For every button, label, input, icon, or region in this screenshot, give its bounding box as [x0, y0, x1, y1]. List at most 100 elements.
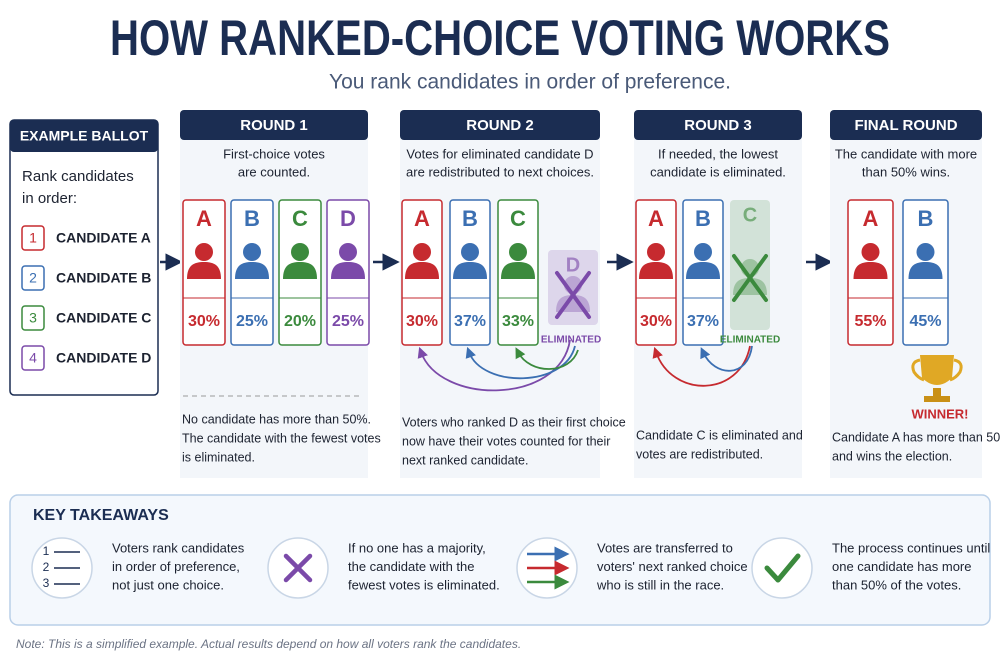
- round-title: ROUND 1: [240, 117, 308, 134]
- takeaways-box: [9, 494, 991, 626]
- takeaway-text: The process continues until: [832, 540, 990, 555]
- round-header: [830, 110, 982, 140]
- person-head: [461, 243, 479, 261]
- transfer-arrow: [465, 345, 576, 380]
- rank-number: 4: [29, 350, 37, 366]
- vote-share: 25%: [332, 313, 364, 330]
- takeaways-title: KEY TAKEAWAYS: [33, 507, 169, 524]
- ballot-instruction: in order:: [22, 190, 77, 207]
- person-head: [694, 243, 712, 261]
- round-description: now have their votes counted for their: [402, 434, 610, 448]
- person-body: [453, 262, 487, 279]
- icon-number: 2: [43, 560, 50, 574]
- takeaway-text: not just one choice.: [112, 577, 224, 592]
- round-caption: candidate is eliminated.: [650, 164, 786, 179]
- round-caption: First-choice votes: [223, 146, 325, 161]
- vote-share: 37%: [454, 313, 486, 330]
- round-description: Candidate A has more than 50%: [832, 430, 1000, 444]
- person-body: [331, 262, 365, 279]
- candidate-letter: A: [196, 206, 212, 231]
- takeaway-text: voters' next ranked choice: [597, 559, 748, 574]
- takeaway-text: than 50% of the votes.: [832, 577, 961, 592]
- person-head: [916, 243, 935, 261]
- page-title: HOW RANKED-CHOICE VOTING WORKS: [110, 10, 890, 66]
- candidate-letter: B: [244, 206, 260, 231]
- ballot-header: [10, 120, 158, 152]
- eliminated-card: [548, 250, 598, 325]
- takeaway-text: If no one has a majority,: [348, 540, 486, 555]
- ballot-title: EXAMPLE BALLOT: [20, 128, 149, 144]
- icon-x: [283, 553, 313, 583]
- rank-box: [21, 265, 45, 291]
- vote-share: 30%: [188, 313, 220, 330]
- takeaway-text: Voters rank candidates: [112, 540, 245, 555]
- round-caption: are counted.: [238, 164, 310, 179]
- takeaway-text: the candidate with the: [348, 559, 474, 574]
- takeaway-icon: [751, 537, 813, 599]
- winner-label: WINNER!: [911, 406, 968, 421]
- eliminated-x: [732, 254, 768, 302]
- vote-share: 45%: [909, 313, 941, 330]
- round-caption: than 50% wins.: [862, 164, 950, 179]
- eliminated-card: [730, 200, 770, 330]
- eliminated-x: [555, 271, 591, 319]
- round-title: ROUND 3: [684, 117, 752, 134]
- takeaway-text: fewest votes is eliminated.: [348, 577, 500, 592]
- round-title: ROUND 2: [466, 117, 534, 134]
- transfer-arrow: [417, 339, 571, 392]
- ballot-instruction: Rank candidates: [22, 168, 134, 185]
- person-head: [413, 243, 431, 261]
- vote-share: 20%: [284, 313, 316, 330]
- vote-share: 37%: [687, 313, 719, 330]
- person-head: [291, 243, 309, 261]
- candidate-letter: A: [414, 206, 430, 231]
- candidate-letter: A: [863, 206, 879, 231]
- round-description: votes are redistributed.: [636, 447, 763, 461]
- round-description: is eliminated.: [182, 450, 255, 464]
- eliminated-letter: D: [566, 254, 580, 276]
- vote-share: 33%: [502, 313, 534, 330]
- trophy-handles: [911, 358, 963, 382]
- candidate-name: CANDIDATE B: [56, 270, 151, 286]
- icon-number: 1: [43, 544, 50, 558]
- person-body: [908, 262, 943, 279]
- candidate-letter: A: [648, 206, 664, 231]
- candidate-letter: B: [462, 206, 478, 231]
- eliminated-letter: C: [743, 204, 757, 226]
- rank-number: 3: [29, 310, 37, 326]
- footnote: Note: This is a simplified example. Actu…: [16, 637, 521, 651]
- vote-share: 55%: [854, 313, 886, 330]
- rank-box: [21, 305, 45, 331]
- takeaway-text: in order of preference,: [112, 559, 240, 574]
- takeaway-text: who is still in the race.: [596, 577, 724, 592]
- person-body: [187, 262, 221, 279]
- round-description: No candidate has more than 50%.: [182, 412, 371, 426]
- transfer-arrow: [652, 345, 751, 387]
- rank-number: 2: [29, 270, 37, 286]
- candidate-letter: B: [695, 206, 711, 231]
- takeaway-text: one candidate has more: [832, 559, 971, 574]
- eliminated-label: ELIMINATED: [541, 335, 601, 346]
- round-header: [180, 110, 368, 140]
- person-body: [686, 262, 720, 279]
- candidate-letter: C: [292, 206, 308, 231]
- takeaway-text: Votes are transferred to: [597, 540, 733, 555]
- person-head: [339, 243, 357, 261]
- round-caption: are redistributed to next choices.: [406, 164, 594, 179]
- person-body: [639, 262, 673, 279]
- icon-number: 3: [43, 576, 50, 590]
- round-caption: If needed, the lowest: [658, 146, 778, 161]
- candidate-name: CANDIDATE C: [56, 310, 151, 326]
- candidate-letter: B: [918, 206, 934, 231]
- person-head: [509, 243, 527, 261]
- vote-share: 30%: [406, 313, 438, 330]
- round-description: Voters who ranked D as their first choic…: [402, 415, 626, 429]
- round-description: Candidate C is eliminated and: [636, 428, 803, 442]
- icon-check: [764, 553, 801, 583]
- candidate-letter: D: [340, 206, 356, 231]
- person-body: [853, 262, 888, 279]
- vote-share: 30%: [640, 313, 672, 330]
- round-header: [400, 110, 600, 140]
- round-description: The candidate with the fewest votes: [182, 431, 381, 445]
